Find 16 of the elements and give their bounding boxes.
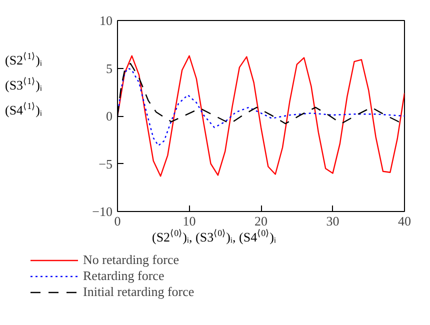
legend-label: No retarding force: [83, 252, 180, 268]
line-series: [118, 55, 404, 177]
text: (S2$^{⟨1⟩}$)ᵢ (S3$^{⟨1⟩}$)ᵢ (S4$^{⟨1⟩}$)ᵢ: [5, 51, 42, 118]
y-tick-label: −5: [98, 156, 113, 172]
x-tick-label: 20: [254, 214, 268, 228]
legend-label: Retarding force: [83, 268, 164, 284]
x-axis-title: (S2$^{⟨0⟩}$)ᵢ, (S3$^{⟨0⟩}$)ᵢ, (S4$^{⟨0⟩}$)ᵢ: [152, 228, 276, 245]
x-tick-label: 30: [326, 214, 340, 228]
x-tick-label: 40: [398, 214, 411, 228]
y-tick-label: 10: [100, 13, 112, 28]
x-tick-label: 10: [182, 214, 196, 228]
y-tick-label: 5: [106, 60, 112, 76]
y-tick-label: 0: [106, 108, 112, 124]
line-series: [118, 68, 404, 146]
y-tick-label: −10: [92, 204, 113, 219]
legend-label: Initial retarding force: [83, 284, 194, 300]
